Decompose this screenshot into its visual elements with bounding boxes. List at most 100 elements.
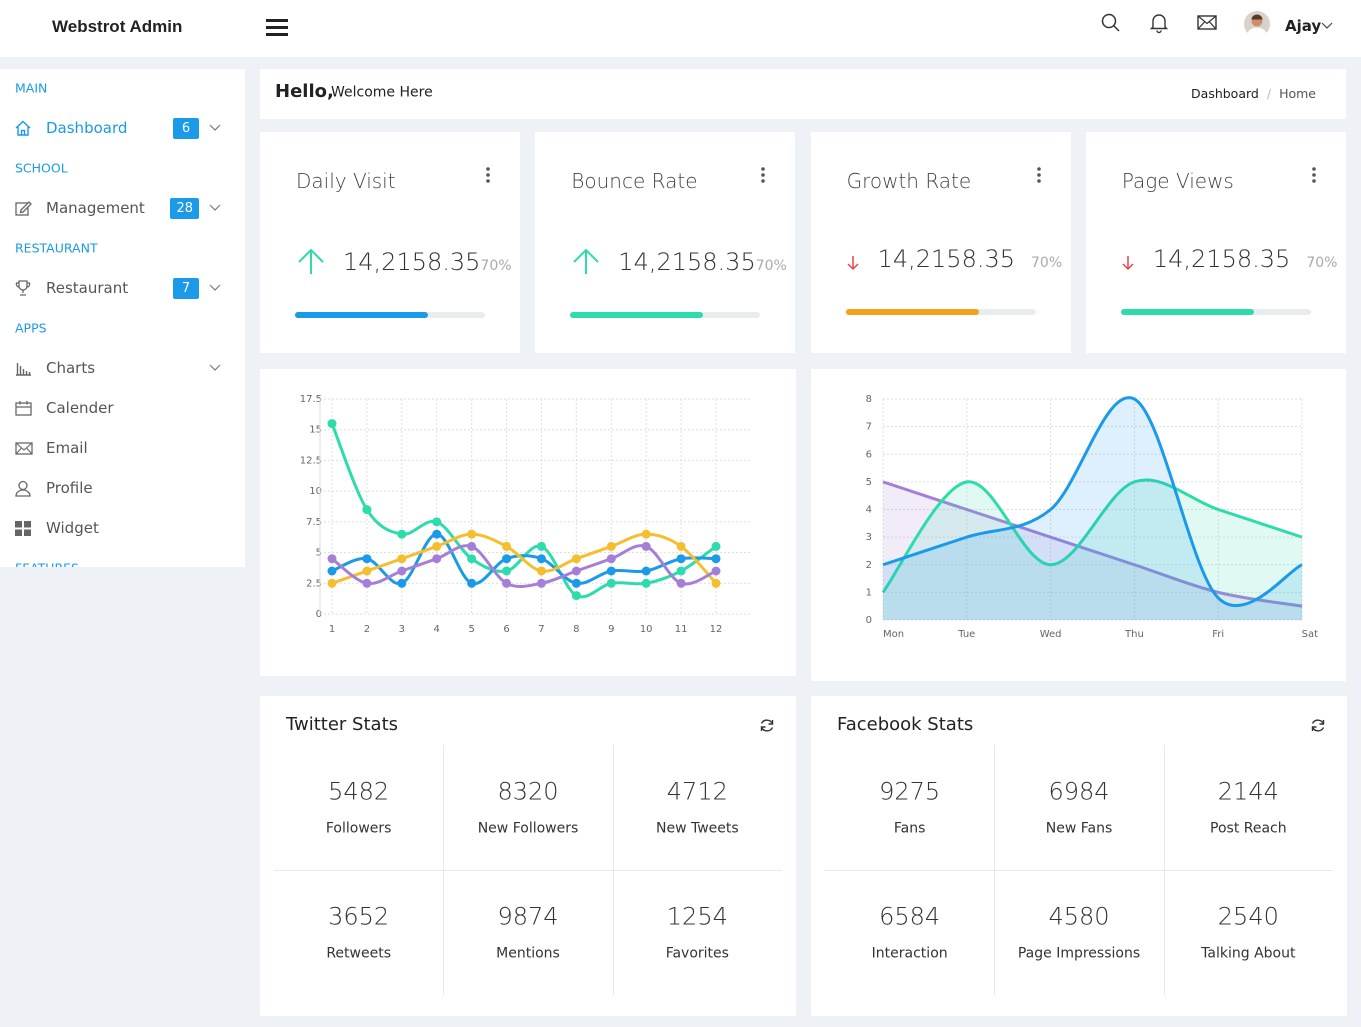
badge: 7 (173, 278, 199, 299)
sidebar-icon-part (15, 442, 33, 455)
sidebar-item[interactable]: Charts (46, 359, 96, 377)
avatar[interactable] (1244, 11, 1270, 38)
refresh-icon[interactable] (1311, 719, 1325, 732)
kebab-menu[interactable] (761, 167, 766, 183)
welcome-hello: Hello, (275, 81, 334, 103)
stat-number: 5482 (328, 777, 390, 806)
bell-icon[interactable] (1149, 13, 1169, 34)
sidebar-item[interactable]: Restaurant (46, 279, 129, 297)
stat-label: Talking About (1201, 945, 1296, 962)
stat-value-row: 14,2158.3570% (618, 248, 787, 276)
stat-number: 9275 (879, 777, 941, 806)
kebab-menu[interactable] (1312, 167, 1316, 183)
stat-number: 2540 (1217, 902, 1279, 931)
chevron[interactable] (209, 204, 221, 211)
kebab-menu-part (1312, 179, 1316, 183)
refresh-icon-part (760, 720, 774, 731)
refresh-icon[interactable] (760, 719, 774, 732)
stat-label: Followers (325, 820, 392, 837)
chevron[interactable] (209, 284, 221, 291)
chevron-part (209, 364, 221, 371)
sidebar-item[interactable]: Dashboard (46, 119, 128, 137)
stats-card: Twitter Stats 5482 Followers 8320 New Follow… (260, 696, 796, 1016)
stat-number: 9874 (497, 902, 559, 931)
refresh-icon-part (1311, 719, 1325, 732)
sidebar-icon-part (15, 202, 29, 216)
refresh-icon-part (1311, 720, 1325, 731)
stat-number: 3652 (328, 902, 390, 931)
stat-number: 8320 (497, 777, 559, 806)
divider (825, 870, 1333, 871)
sidebar-item[interactable]: Calender (46, 399, 114, 417)
stat-label: New Fans (1045, 820, 1113, 837)
divider (612, 745, 614, 995)
welcome-bar: Hello, Welcome Here Dashboard / Home (260, 69, 1346, 119)
stat-number: 2144 (1217, 777, 1279, 806)
sidebar-item[interactable]: Profile (46, 479, 93, 497)
stats-card: Facebook Stats 9275 Fans 6984 New Fans 2144 Po… (811, 696, 1347, 1016)
breadcrumb-separator: / (1266, 86, 1272, 101)
stat-label: Interaction (871, 945, 948, 962)
bell-icon-part (1149, 14, 1169, 30)
stat-label: New Tweets (655, 820, 739, 837)
sidebar-icon[interactable] (15, 400, 32, 417)
sidebar-icon[interactable] (15, 440, 33, 457)
kebab-menu-part (486, 167, 490, 171)
stat-title: Bounce Rate (571, 169, 698, 193)
chevron-part (209, 204, 221, 211)
avatar-part (1251, 14, 1263, 20)
sidebar-icon-part (15, 442, 33, 455)
chevron[interactable] (209, 124, 221, 131)
sidebar-icon-part (19, 201, 32, 214)
stat-label: Page Impressions (1017, 945, 1141, 962)
sidebar-icon-part (16, 401, 31, 408)
sidebar-icon[interactable] (15, 360, 32, 377)
sidebar-icon-part (15, 521, 22, 528)
chevron-part (209, 284, 221, 291)
top-bar (0, 0, 1361, 57)
sidebar-item[interactable]: Email (46, 439, 88, 457)
sidebar-icon-part (16, 363, 31, 376)
user-chevron[interactable] (1321, 22, 1333, 29)
kebab-menu[interactable] (1036, 167, 1041, 183)
stat-title: Daily Visit (296, 169, 396, 193)
kebab-menu-part (1036, 167, 1041, 171)
sidebar-icon-part (24, 529, 31, 536)
breadcrumb-item[interactable]: Home (1279, 86, 1316, 101)
sidebar-item[interactable]: Widget (46, 519, 99, 537)
stat-card: Daily Visit 14,2158.3570% (260, 132, 520, 353)
sidebar-icon[interactable] (15, 200, 32, 217)
chevron[interactable] (209, 364, 221, 371)
kebab-menu-part (1312, 173, 1316, 177)
kebab-menu-part (1312, 167, 1316, 171)
sidebar-icon[interactable] (15, 480, 32, 497)
sidebar-icon[interactable] (15, 280, 32, 297)
brand: Webstrot Admin (52, 16, 183, 36)
sidebar-icon-part (15, 489, 31, 497)
search-icon[interactable] (1101, 13, 1121, 33)
kebab-menu-part (486, 173, 490, 177)
progress-bar (1120, 309, 1254, 315)
stat-percent: 70% (1031, 255, 1063, 271)
sidebar-icon[interactable] (15, 120, 32, 137)
chevron-part (209, 124, 221, 131)
breadcrumb-item[interactable]: Dashboard (1191, 86, 1259, 101)
menu-toggle-part (266, 33, 288, 36)
sidebar-icon-part (24, 521, 31, 528)
sidebar-icon-part (15, 402, 32, 416)
progress-bar (295, 312, 428, 318)
sidebar-icon[interactable] (15, 520, 32, 537)
refresh-icon-part (760, 719, 774, 732)
stat-value: 14,2158.35 (877, 245, 1016, 273)
sidebar-item[interactable]: Management (46, 199, 145, 217)
stat-value-row: 14,2158.35 70% (878, 245, 1063, 273)
user-chevron-part (1321, 22, 1333, 29)
user-name[interactable]: Ajay (1285, 17, 1322, 35)
kebab-menu[interactable] (486, 167, 490, 183)
progress-bar (570, 312, 704, 318)
stat-card: Page Views 14,2158.35 70% (1085, 132, 1346, 353)
stat-label: Fans (893, 820, 926, 837)
menu-toggle[interactable] (266, 19, 288, 37)
mail-icon[interactable] (1197, 15, 1217, 30)
